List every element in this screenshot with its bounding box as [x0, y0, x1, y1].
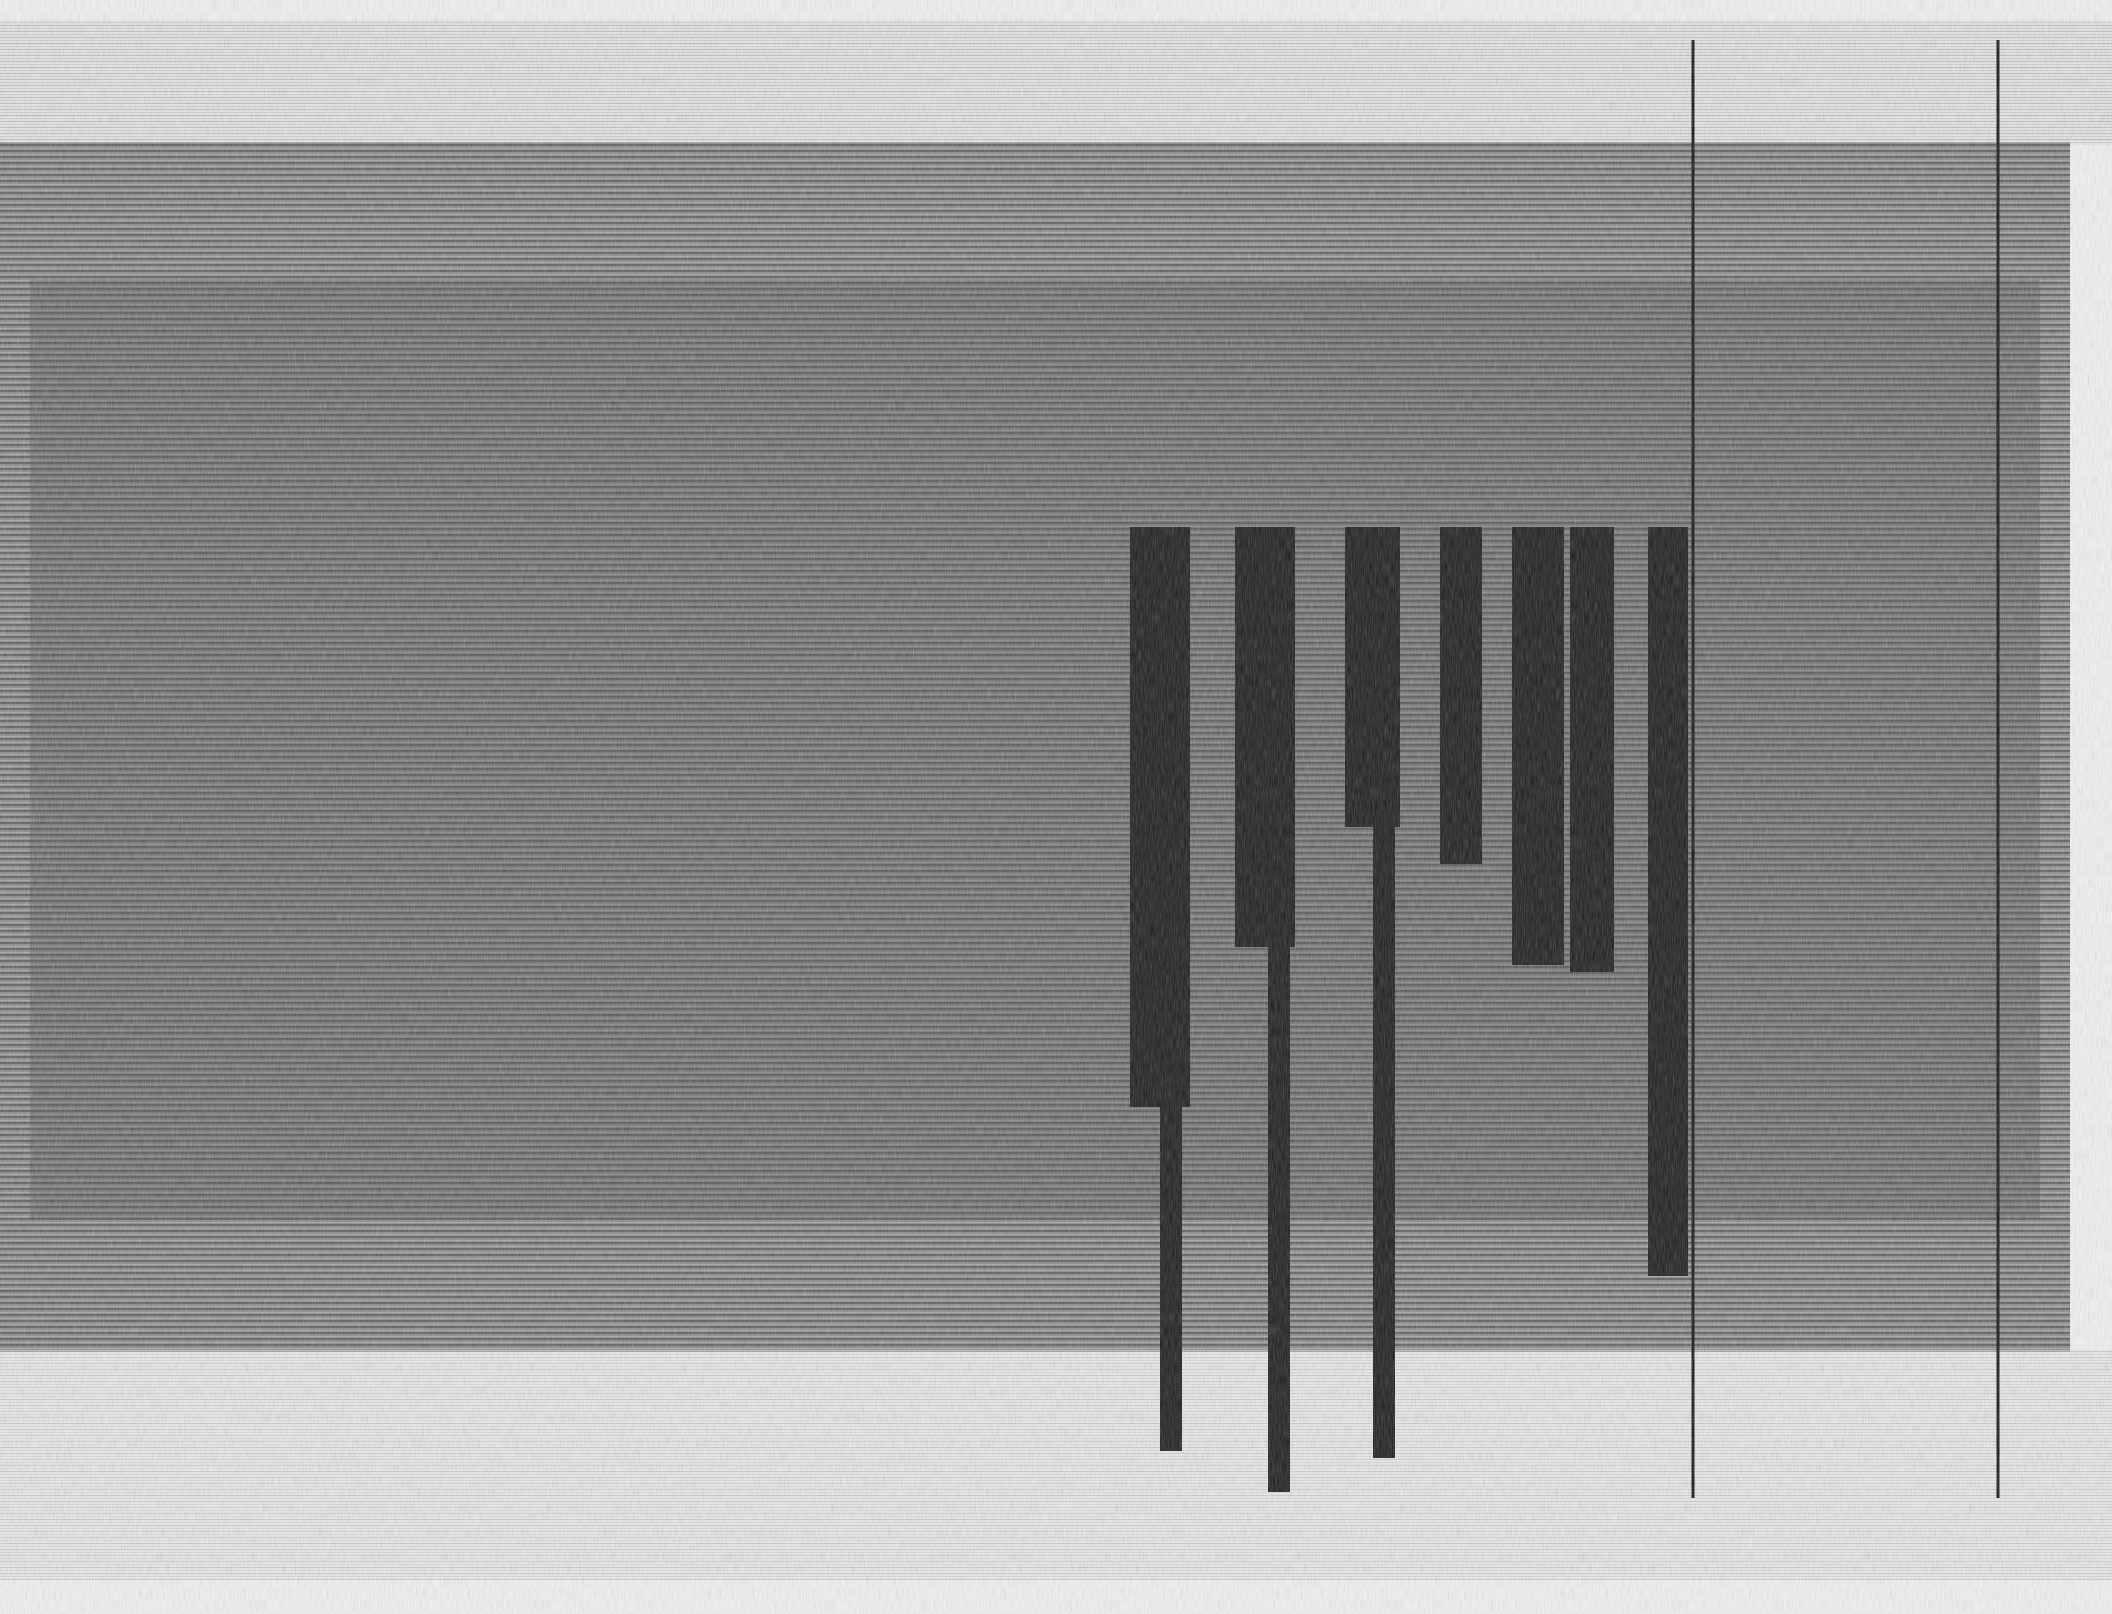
scanned-page — [0, 0, 2112, 1614]
page: (() => { const data = JSON.parse(documen… — [0, 0, 2112, 1614]
scan-noise — [0, 0, 2112, 1614]
